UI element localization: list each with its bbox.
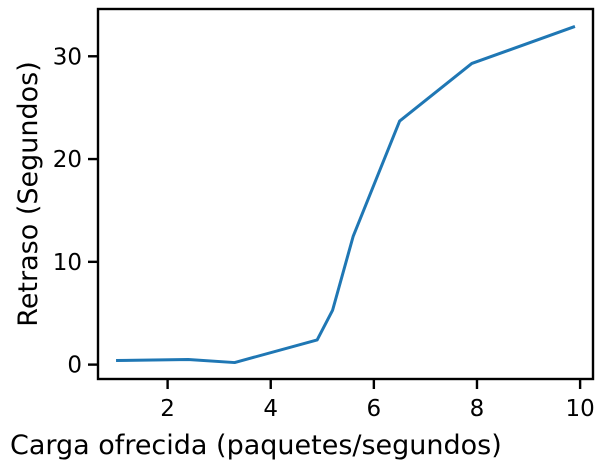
y-axis-ticks: 0 10 20 30 [53,44,98,379]
x-tick-label: 8 [470,396,485,422]
x-axis-label: Carga ofrecida (paquetes/segundos) [10,430,502,461]
x-tick-label: 10 [565,396,594,422]
plot-frame [96,7,595,381]
x-tick-label: 4 [263,396,278,422]
y-tick-label: 30 [53,44,82,70]
series-line-0 [116,25,576,365]
y-tick-label: 0 [67,353,82,379]
y-tick-label: 20 [53,147,82,173]
x-axis-ticks: 2 4 6 8 10 [160,379,595,422]
y-tick-label: 10 [53,250,82,276]
x-tick-label: 2 [160,396,175,422]
series-layer [116,25,576,365]
x-tick-label: 6 [367,396,382,422]
y-axis-label: Retraso (Segundos) [13,61,44,326]
